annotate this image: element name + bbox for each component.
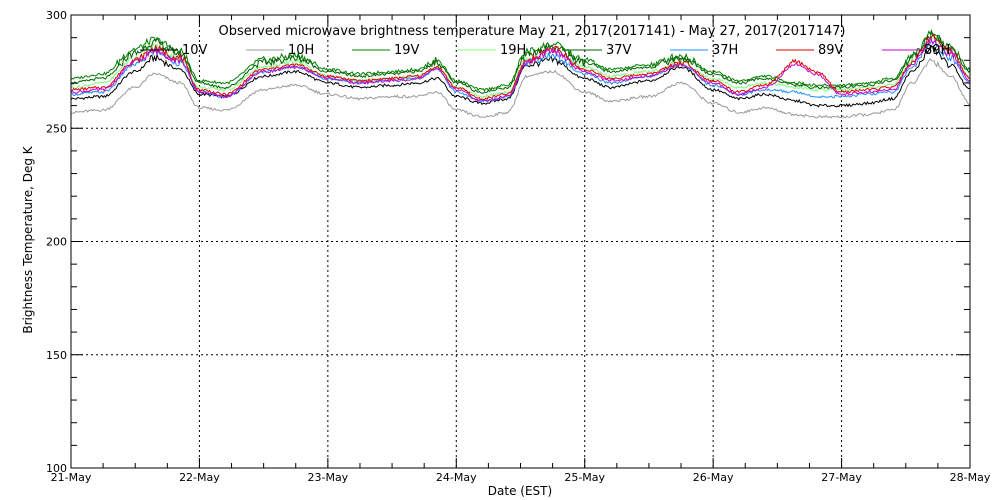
- x-tick-label: 28-May: [950, 471, 991, 484]
- x-tick-label: 23-May: [307, 471, 348, 484]
- series-line-37v: [70, 31, 971, 94]
- legend: 10V 10H 19V 19H 37V 37H 89V 89H: [140, 43, 950, 58]
- plot-frame: [70, 14, 971, 469]
- y-axis-label: Brightness Temperature, Deg K: [21, 145, 35, 333]
- y-tick-label: 100: [46, 462, 67, 475]
- series-lines: [70, 29, 971, 119]
- y-tick-label: 200: [46, 236, 67, 249]
- y-tick-label: 150: [46, 349, 67, 362]
- series-line-89h: [70, 36, 971, 103]
- legend-label-37h: 37H: [712, 43, 738, 58]
- series-line-89v: [71, 33, 971, 101]
- y-tick-label: 250: [46, 122, 67, 135]
- tick-marks: [70, 14, 971, 469]
- legend-label-37v: 37V: [606, 43, 632, 58]
- legend-label-19v: 19V: [394, 43, 420, 58]
- legend-label-10v: 10V: [182, 43, 208, 58]
- x-tick-label: 27-May: [821, 471, 862, 484]
- x-tick-label: 26-May: [693, 471, 734, 484]
- legend-label-10h: 10H: [288, 43, 314, 58]
- tick-labels: 100 150 200 250 300 21-May 22-May 23-May 24-May 2…: [46, 9, 991, 484]
- legend-label-89v: 89V: [818, 43, 844, 58]
- x-axis-label: Date (EST): [488, 484, 552, 498]
- x-tick-label: 25-May: [564, 471, 605, 484]
- x-tick-label: 24-May: [436, 471, 477, 484]
- legend-label-89h: 89H: [924, 43, 950, 58]
- gridlines: [71, 15, 970, 468]
- x-tick-label: 21-May: [51, 471, 92, 484]
- x-tick-label: 22-May: [179, 471, 220, 484]
- axes: [70, 14, 971, 469]
- chart-title: Observed microwave brightness temperatur…: [219, 24, 846, 39]
- series-line-19v: [70, 29, 971, 92]
- legend-label-19h: 19H: [500, 43, 526, 58]
- series-line-10h: [70, 57, 970, 119]
- y-tick-label: 300: [46, 9, 67, 22]
